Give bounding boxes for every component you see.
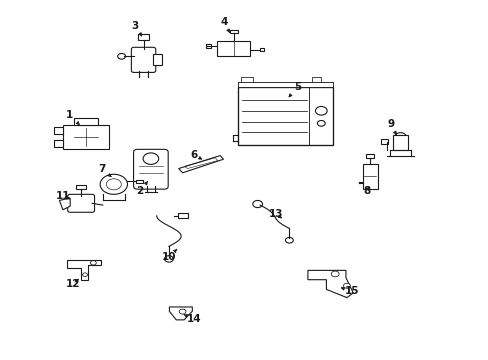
Bar [217, 41, 250, 55]
Bar [366, 154, 373, 158]
Circle shape [394, 133, 406, 141]
Bar [54, 140, 62, 147]
Bar [136, 180, 143, 183]
Circle shape [118, 53, 125, 59]
Text: 10: 10 [162, 249, 177, 262]
Bar [362, 164, 377, 189]
Circle shape [343, 283, 349, 288]
Text: 7: 7 [98, 164, 111, 176]
Text: 12: 12 [65, 279, 80, 289]
Circle shape [315, 107, 326, 115]
Bar [241, 77, 252, 82]
Circle shape [100, 174, 127, 194]
Circle shape [82, 273, 87, 276]
Bar [62, 125, 109, 149]
Text: 15: 15 [341, 286, 358, 296]
Circle shape [179, 309, 185, 314]
Text: 1: 1 [65, 111, 79, 125]
Polygon shape [307, 270, 352, 298]
Polygon shape [60, 198, 70, 210]
Bar [138, 35, 149, 40]
Polygon shape [153, 54, 162, 65]
FancyBboxPatch shape [131, 47, 156, 72]
Bar [54, 127, 62, 134]
Polygon shape [178, 156, 223, 173]
Circle shape [164, 256, 173, 262]
Polygon shape [169, 307, 192, 320]
Bar [206, 44, 211, 48]
Circle shape [252, 201, 262, 208]
Text: 11: 11 [56, 191, 70, 201]
Text: 8: 8 [363, 186, 370, 196]
Text: 14: 14 [183, 314, 201, 324]
Bar [238, 82, 333, 87]
Bar [238, 87, 333, 145]
Text: 4: 4 [220, 17, 229, 32]
Text: 2: 2 [136, 181, 147, 197]
Text: 3: 3 [131, 21, 142, 36]
Circle shape [106, 179, 121, 190]
Text: 13: 13 [268, 209, 283, 219]
Polygon shape [67, 260, 101, 280]
Circle shape [285, 237, 293, 243]
FancyBboxPatch shape [133, 149, 168, 189]
Text: 9: 9 [386, 120, 396, 135]
Text: 6: 6 [190, 150, 201, 160]
Bar [177, 213, 188, 219]
Circle shape [143, 153, 158, 165]
Bar [380, 139, 387, 144]
Bar [229, 30, 237, 33]
Circle shape [317, 121, 325, 126]
Bar [392, 135, 407, 149]
Circle shape [330, 271, 338, 277]
Bar [260, 48, 264, 51]
Bar [311, 77, 321, 82]
Circle shape [90, 261, 96, 265]
Bar [76, 185, 86, 189]
FancyBboxPatch shape [68, 194, 94, 212]
Bar [74, 118, 98, 125]
Text: 5: 5 [288, 82, 301, 97]
